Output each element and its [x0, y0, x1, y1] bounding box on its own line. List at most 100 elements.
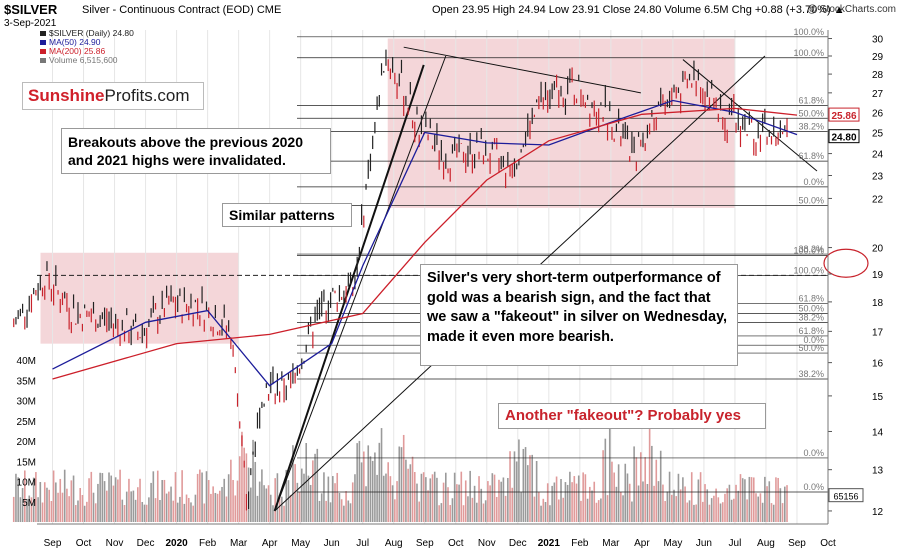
moving-averages	[52, 99, 798, 387]
fib-level-label: 61.8%	[798, 293, 824, 303]
x-tick-label: Jun	[696, 538, 712, 549]
fib-level-label: 61.8%	[798, 151, 824, 161]
fib-level-label: 38.2%	[798, 244, 824, 254]
volume-tick-label: 30M	[17, 397, 36, 408]
x-tick-label: Oct	[820, 538, 836, 549]
fib-level-label: 38.2%	[798, 369, 824, 379]
fibonacci-labels: 100.0%100.0%61.8%50.0%38.2%61.8%0.0%50.0…	[793, 27, 864, 503]
volume-tick-label: 35M	[17, 376, 36, 387]
price-marker-box	[828, 129, 860, 144]
y-tick-label: 25	[872, 129, 884, 140]
chart-description: Silver - Continuous Contract (EOD) CME	[82, 4, 282, 16]
x-tick-label: Aug	[385, 538, 403, 549]
fib-level-label: 100.0%	[793, 245, 824, 255]
y-tick-label: 26	[872, 108, 884, 119]
volume-marker-box	[828, 488, 864, 503]
x-tick-label: 2020	[165, 538, 188, 549]
legend-swatch	[40, 40, 46, 45]
y-tick-label: 19	[872, 270, 884, 281]
fib-level-label: 38.2%	[798, 312, 824, 322]
logo-sunshine: Sunshine	[28, 86, 105, 105]
x-tick-label: Nov	[106, 538, 124, 549]
zone-2020-2021	[387, 38, 735, 208]
y-tick-label: 23	[872, 172, 884, 183]
price-bars	[13, 49, 788, 511]
x-tick-label: Jul	[729, 538, 742, 549]
legend-swatch	[40, 31, 46, 36]
y-tick-label: 14	[872, 427, 884, 438]
volume-tick-label: 25M	[17, 417, 36, 428]
fib-level-label: 100.0%	[793, 48, 824, 58]
x-tick-label: Aug	[757, 538, 775, 549]
fib-level-label: 0.0%	[803, 448, 824, 458]
fib-level-label: 100.0%	[793, 27, 824, 37]
logo-profits: Profits.com	[104, 86, 190, 105]
gridlines	[52, 30, 829, 524]
fib-level-label: 50.0%	[798, 303, 824, 313]
sunshine-profits-logo: SunshineProfits.com	[22, 82, 204, 110]
legend-swatch	[40, 49, 46, 54]
volume-tick-label: 15M	[17, 457, 36, 468]
ma50-line	[52, 99, 798, 387]
x-tick-label: Dec	[137, 538, 155, 549]
x-tick-label: Jun	[324, 538, 340, 549]
y-tick-label: 29	[872, 52, 884, 63]
x-tick-label: Oct	[76, 538, 92, 549]
y-tick-label: 20	[872, 244, 884, 255]
fib-level-label: 61.8%	[798, 326, 824, 336]
y-tick-label: 13	[872, 466, 884, 477]
fib-level-label: 50.0%	[798, 108, 824, 118]
fib-level-label: 0.0%	[803, 482, 824, 492]
volume-marker-label: 65156	[833, 492, 858, 502]
x-tick-label: Apr	[262, 538, 278, 549]
target-circle	[823, 248, 869, 278]
x-tick-label: 2021	[538, 538, 561, 549]
legend-label: $SILVER (Daily) 24.80	[49, 28, 134, 38]
x-tick-label: Sep	[416, 538, 434, 549]
x-tick-label: Nov	[478, 538, 496, 549]
y-tick-label: 24	[872, 150, 884, 161]
x-tick-label: Oct	[448, 538, 464, 549]
x-tick-label: Sep	[44, 538, 62, 549]
stockcharts-credit: @ StockCharts.com	[806, 4, 896, 15]
legend-label: MA(50) 24.90	[49, 37, 101, 47]
price-marker-box	[828, 107, 860, 122]
fib-level-label: 38.2%	[798, 121, 824, 131]
chart-date: 3-Sep-2021	[4, 18, 57, 29]
volume-tick-label: 10M	[17, 478, 36, 489]
y-tick-label: 18	[872, 298, 884, 309]
x-tick-label: Dec	[509, 538, 527, 549]
volume-tick-label: 5M	[22, 498, 36, 509]
volume-tick-label: 20M	[17, 437, 36, 448]
fib-level-label: 100.0%	[793, 265, 824, 275]
main-callout: Silver's very short-term outperformance …	[420, 264, 738, 366]
fib-level-label: 0.0%	[803, 335, 824, 345]
x-tick-label: Mar	[602, 538, 620, 549]
x-tick-label: May	[663, 538, 682, 549]
fakeout-callout: Another "fakeout"? Probably yes	[498, 403, 766, 429]
volume-bars	[12, 427, 788, 522]
ma200-line	[52, 107, 798, 380]
fib-level-label: 50.0%	[798, 196, 824, 206]
y-tick-label: 22	[872, 194, 884, 205]
chart-ticker: $SILVER	[4, 2, 58, 17]
y-tick-label: 17	[872, 327, 884, 338]
breakouts-callout: Breakouts above the previous 2020 and 20…	[61, 128, 331, 174]
x-tick-label: Apr	[634, 538, 650, 549]
y-tick-label: 28	[872, 70, 884, 81]
legend-label: Volume 6,515,600	[49, 55, 118, 65]
x-tick-label: Mar	[230, 538, 248, 549]
volume-tick-label: 40M	[17, 356, 36, 367]
x-tick-label: May	[291, 538, 310, 549]
fib-level-label: 61.8%	[798, 95, 824, 105]
price-marker-label: 25.86	[831, 111, 856, 122]
secondary-trend-line	[274, 55, 447, 512]
ohlc-readout: Open 23.95 High 24.94 Low 23.91 Close 24…	[432, 4, 845, 16]
legend-swatch	[40, 58, 46, 63]
y-tick-label: 27	[872, 89, 884, 100]
downtrend-line-2020	[403, 46, 641, 94]
y-tick-label: 12	[872, 507, 884, 518]
x-tick-label: Feb	[571, 538, 589, 549]
